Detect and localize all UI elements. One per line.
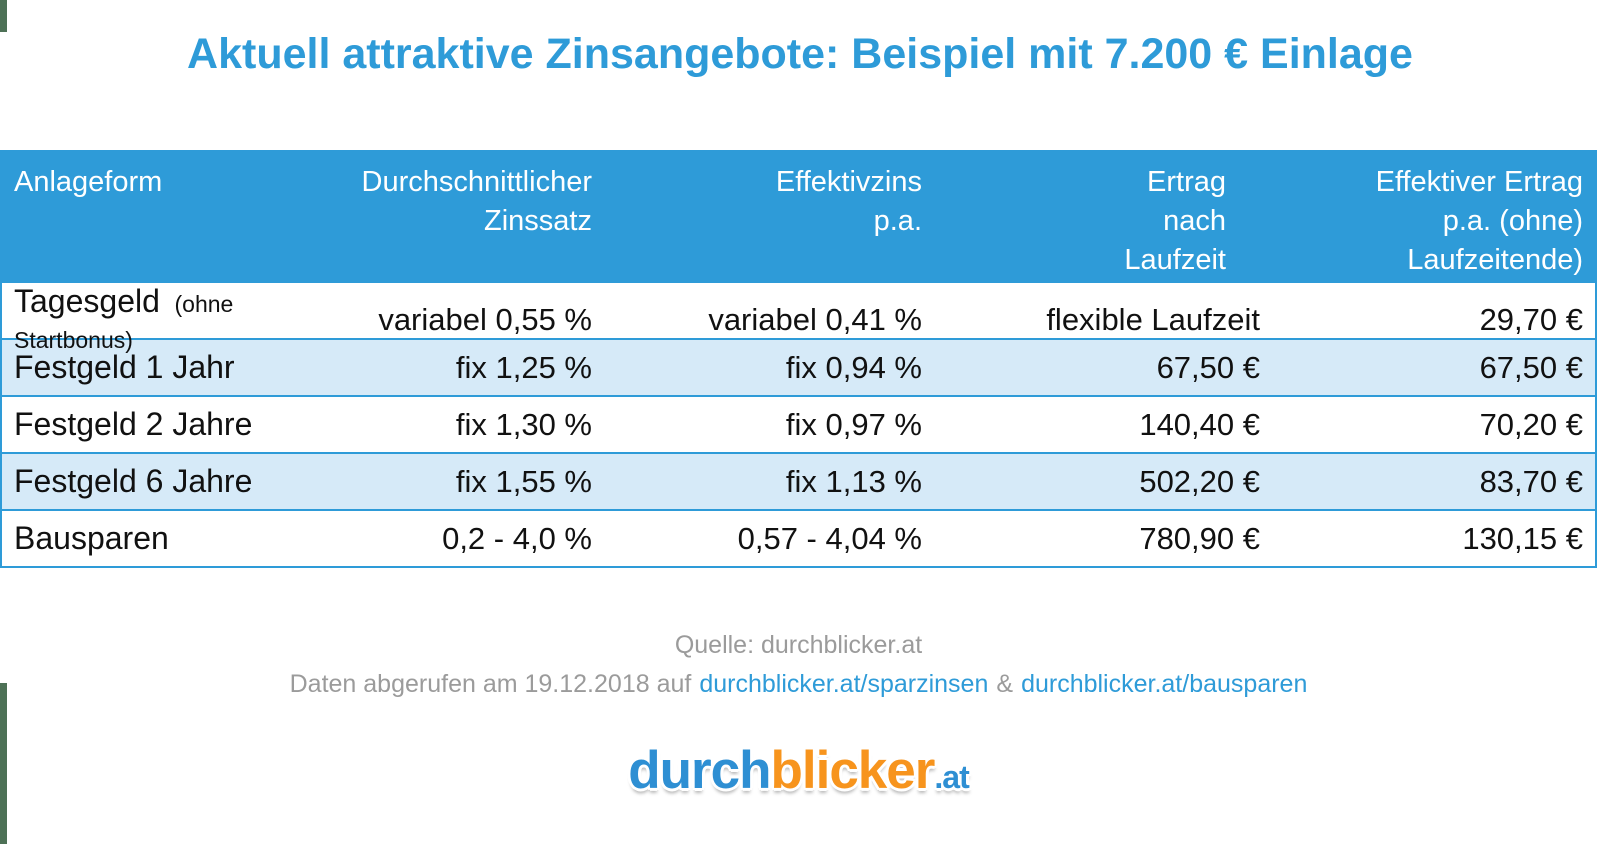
logo-part-at: .at <box>934 759 969 795</box>
table-row-festgeld-1-jahr: Festgeld 1 Jahr fix 1,25 % fix 0,94 % 67… <box>2 338 1595 395</box>
cell-effektivzins: fix 0,94 % <box>785 349 922 385</box>
table-row-festgeld-6-jahre: Festgeld 6 Jahre fix 1,55 % fix 1,13 % 5… <box>2 452 1595 509</box>
cell-anlageform: Festgeld 6 Jahre <box>2 463 340 500</box>
cell-ertrag: flexible Laufzeit <box>1046 301 1260 337</box>
cell-effektiver-ertrag: 130,15 € <box>1462 520 1583 556</box>
table-header-row: Anlageform Durchschnittlicher Zinssatz E… <box>2 150 1595 281</box>
green-edge-mark-bottom <box>0 683 7 844</box>
row-name: Tagesgeld <box>14 283 160 319</box>
column-header-effektiver-ertrag: Effektiver Ertrag p.a. (ohne) Laufzeiten… <box>1375 166 1583 276</box>
cell-zinssatz: fix 1,25 % <box>455 349 592 385</box>
retrieved-prefix: Daten abgerufen am 19.12.2018 auf <box>289 670 692 698</box>
cell-effektivzins: fix 0,97 % <box>785 406 922 442</box>
ampersand-text: & <box>996 670 1014 698</box>
row-name: Festgeld 2 Jahre <box>14 406 253 442</box>
cell-effektivzins: fix 1,13 % <box>785 463 922 499</box>
cell-effektiver-ertrag: 67,50 € <box>1479 349 1583 385</box>
cell-ertrag: 140,40 € <box>1139 406 1260 442</box>
interest-rates-table: Anlageform Durchschnittlicher Zinssatz E… <box>0 150 1597 568</box>
cell-effektiver-ertrag: 70,20 € <box>1479 406 1583 442</box>
table-row-bausparen: Bausparen 0,2 - 4,0 % 0,57 - 4,04 % 780,… <box>2 509 1595 566</box>
table-row-tagesgeld: Tagesgeld (ohne Startbonus) variabel 0,5… <box>2 281 1595 353</box>
cell-zinssatz: 0,2 - 4,0 % <box>442 520 592 556</box>
cell-ertrag: 502,20 € <box>1139 463 1260 499</box>
cell-effektivzins: variabel 0,41 % <box>708 301 922 337</box>
column-header-effektivzins: Effektivzins p.a. <box>775 166 922 237</box>
table-row-festgeld-2-jahre: Festgeld 2 Jahre fix 1,30 % fix 0,97 % 1… <box>2 395 1595 452</box>
cell-ertrag: 67,50 € <box>1156 349 1260 385</box>
logo-part-blicker: blicker <box>770 741 936 800</box>
cell-anlageform: Bausparen <box>2 520 340 557</box>
logo-part-durch: durch <box>628 741 771 800</box>
column-header-ertrag-nach-laufzeit: Ertrag nach Laufzeit <box>1124 166 1226 276</box>
page-title: Aktuell attraktive Zinsangebote: Beispie… <box>187 30 1413 78</box>
green-corner-mark-top <box>0 0 7 32</box>
cell-anlageform: Tagesgeld (ohne Startbonus) <box>2 283 340 356</box>
link-bausparen[interactable]: durchblicker.at/bausparen <box>1021 670 1308 698</box>
row-name: Bausparen <box>14 520 169 556</box>
cell-anlageform: Festgeld 1 Jahr <box>2 349 340 386</box>
source-text: Quelle: durchblicker.at <box>674 631 923 659</box>
cell-zinssatz: variabel 0,55 % <box>378 301 592 337</box>
row-name: Festgeld 1 Jahr <box>14 349 235 385</box>
column-header-durchschnittlicher-zinssatz: Durchschnittlicher Zinssatz <box>361 166 592 237</box>
row-name: Festgeld 6 Jahre <box>14 463 253 499</box>
cell-effektiver-ertrag: 83,70 € <box>1479 463 1583 499</box>
column-header-anlageform: Anlageform <box>14 166 163 198</box>
cell-anlageform: Festgeld 2 Jahre <box>2 406 340 443</box>
cell-zinssatz: fix 1,30 % <box>455 406 592 442</box>
retrieved-text: Daten abgerufen am 19.12.2018 auf durchbl… <box>0 670 1597 699</box>
cell-ertrag: 780,90 € <box>1139 520 1260 556</box>
row-note: (ohne Startbonus) <box>14 291 234 353</box>
cell-effektivzins: 0,57 - 4,04 % <box>737 520 922 556</box>
cell-zinssatz: fix 1,55 % <box>455 463 592 499</box>
cell-effektiver-ertrag: 29,70 € <box>1479 301 1583 337</box>
link-sparzinsen[interactable]: durchblicker.at/sparzinsen <box>699 670 989 698</box>
durchblicker-logo: durchblicker.at <box>0 740 1597 801</box>
